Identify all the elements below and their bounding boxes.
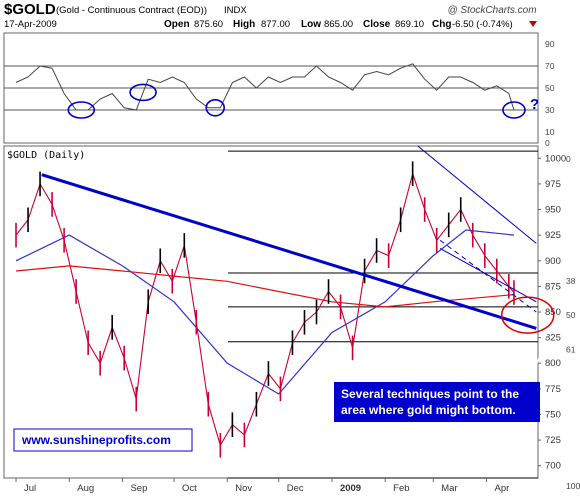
open-label: Open bbox=[164, 19, 190, 30]
price-panel bbox=[3, 145, 539, 479]
trendlines bbox=[41, 145, 537, 330]
rsi-tick-0: 0 bbox=[545, 138, 550, 148]
x-tick-oct: Oct bbox=[182, 483, 197, 494]
trendline-channel_lower bbox=[439, 248, 537, 303]
annotation-pointer bbox=[530, 332, 548, 383]
rsi-circle-1 bbox=[67, 101, 96, 119]
price-tick-750: 750 bbox=[545, 409, 561, 420]
rsi-tick-50: 50 bbox=[545, 83, 555, 93]
x-tick-mar: Mar bbox=[441, 483, 457, 494]
price-tick-1000: 1000 bbox=[545, 153, 566, 164]
price-tick-825: 825 bbox=[545, 333, 561, 344]
rsi-series-line bbox=[15, 63, 515, 111]
target-ellipse bbox=[500, 296, 555, 334]
x-tick-sep: Sep bbox=[130, 483, 147, 494]
price-tick-975: 975 bbox=[545, 179, 561, 190]
rsi-circle-4 bbox=[502, 101, 526, 119]
rsi-axis: 10 30 50 70 90 0 bbox=[545, 39, 555, 148]
annotation-box bbox=[334, 382, 540, 422]
trendline-trendline bbox=[41, 173, 537, 330]
series-ma_long bbox=[15, 265, 515, 308]
rsi-circle-3 bbox=[205, 99, 225, 117]
stockcharts-credit: @ StockCharts.com bbox=[447, 5, 536, 16]
rsi-tick-30: 30 bbox=[545, 105, 555, 115]
price-tick-725: 725 bbox=[545, 435, 561, 446]
x-tick-2009: 2009 bbox=[340, 483, 361, 494]
low-value: 865.00 bbox=[324, 19, 353, 30]
trendline-channel_dashed bbox=[439, 239, 537, 313]
fib-label-61: 61 bbox=[566, 345, 576, 355]
x-tick-apr: Apr bbox=[494, 483, 509, 494]
open-value: 875.60 bbox=[194, 19, 223, 30]
fib-label-50: 50 bbox=[566, 310, 576, 320]
price-tick-700: 700 bbox=[545, 461, 561, 472]
chg-label: Chg bbox=[432, 19, 451, 30]
question-mark: ? bbox=[530, 96, 539, 113]
price-tick-875: 875 bbox=[545, 281, 561, 292]
x-tick-aug: Aug bbox=[77, 483, 94, 494]
price-tick-925: 925 bbox=[545, 230, 561, 241]
rsi-tick-10: 10 bbox=[545, 127, 555, 137]
rsi-reference-lines bbox=[4, 65, 538, 111]
chart-date: 17-Apr-2009 bbox=[4, 19, 57, 30]
rsi-circle-2 bbox=[129, 83, 157, 102]
date-axis: Jul Aug Sep Oct Nov Dec 2009 Feb Mar Apr bbox=[15, 478, 509, 494]
trendline-channel_upper bbox=[417, 145, 537, 244]
price-tick-800: 800 bbox=[545, 358, 561, 369]
close-label: Close bbox=[363, 19, 391, 30]
chart-exchange: INDX bbox=[224, 5, 247, 16]
price-tick-950: 950 bbox=[545, 205, 561, 216]
chart-instrument-name: (Gold - Continuous Contract (EOD)) bbox=[56, 5, 207, 16]
x-tick-feb: Feb bbox=[393, 483, 409, 494]
rsi-tick-90: 90 bbox=[545, 39, 555, 49]
rsi-tick-70: 70 bbox=[545, 61, 555, 71]
close-value: 869.10 bbox=[395, 19, 424, 30]
chart-symbol: $GOLD bbox=[4, 1, 56, 18]
rsi-highlight-circles bbox=[67, 83, 526, 119]
website-box bbox=[13, 428, 193, 452]
price-tick-900: 900 bbox=[545, 256, 561, 267]
down-arrow-icon bbox=[529, 21, 537, 27]
target-zone bbox=[500, 296, 555, 334]
price-panel-title: $GOLD (Daily) bbox=[7, 150, 85, 161]
annotation-line-1: Several techniques point to the bbox=[341, 387, 519, 401]
fib-label-100: 100 bbox=[566, 481, 580, 491]
low-label: Low bbox=[301, 19, 321, 30]
fib-label-0: 0 bbox=[566, 154, 571, 164]
website-link[interactable]: www.sunshineprofits.com bbox=[21, 433, 171, 447]
annotation-line-2: area where gold might bottom. bbox=[341, 403, 516, 417]
chg-value: -6.50 (-0.74%) bbox=[452, 19, 513, 30]
fib-label-38: 38 bbox=[566, 276, 576, 286]
price-series bbox=[15, 161, 515, 458]
high-value: 877.00 bbox=[261, 19, 290, 30]
x-tick-nov: Nov bbox=[235, 483, 252, 494]
x-tick-jul: Jul bbox=[24, 483, 36, 494]
price-tick-775: 775 bbox=[545, 384, 561, 395]
high-label: High bbox=[233, 19, 255, 30]
series-ma_short bbox=[15, 229, 515, 395]
x-tick-dec: Dec bbox=[287, 483, 304, 494]
